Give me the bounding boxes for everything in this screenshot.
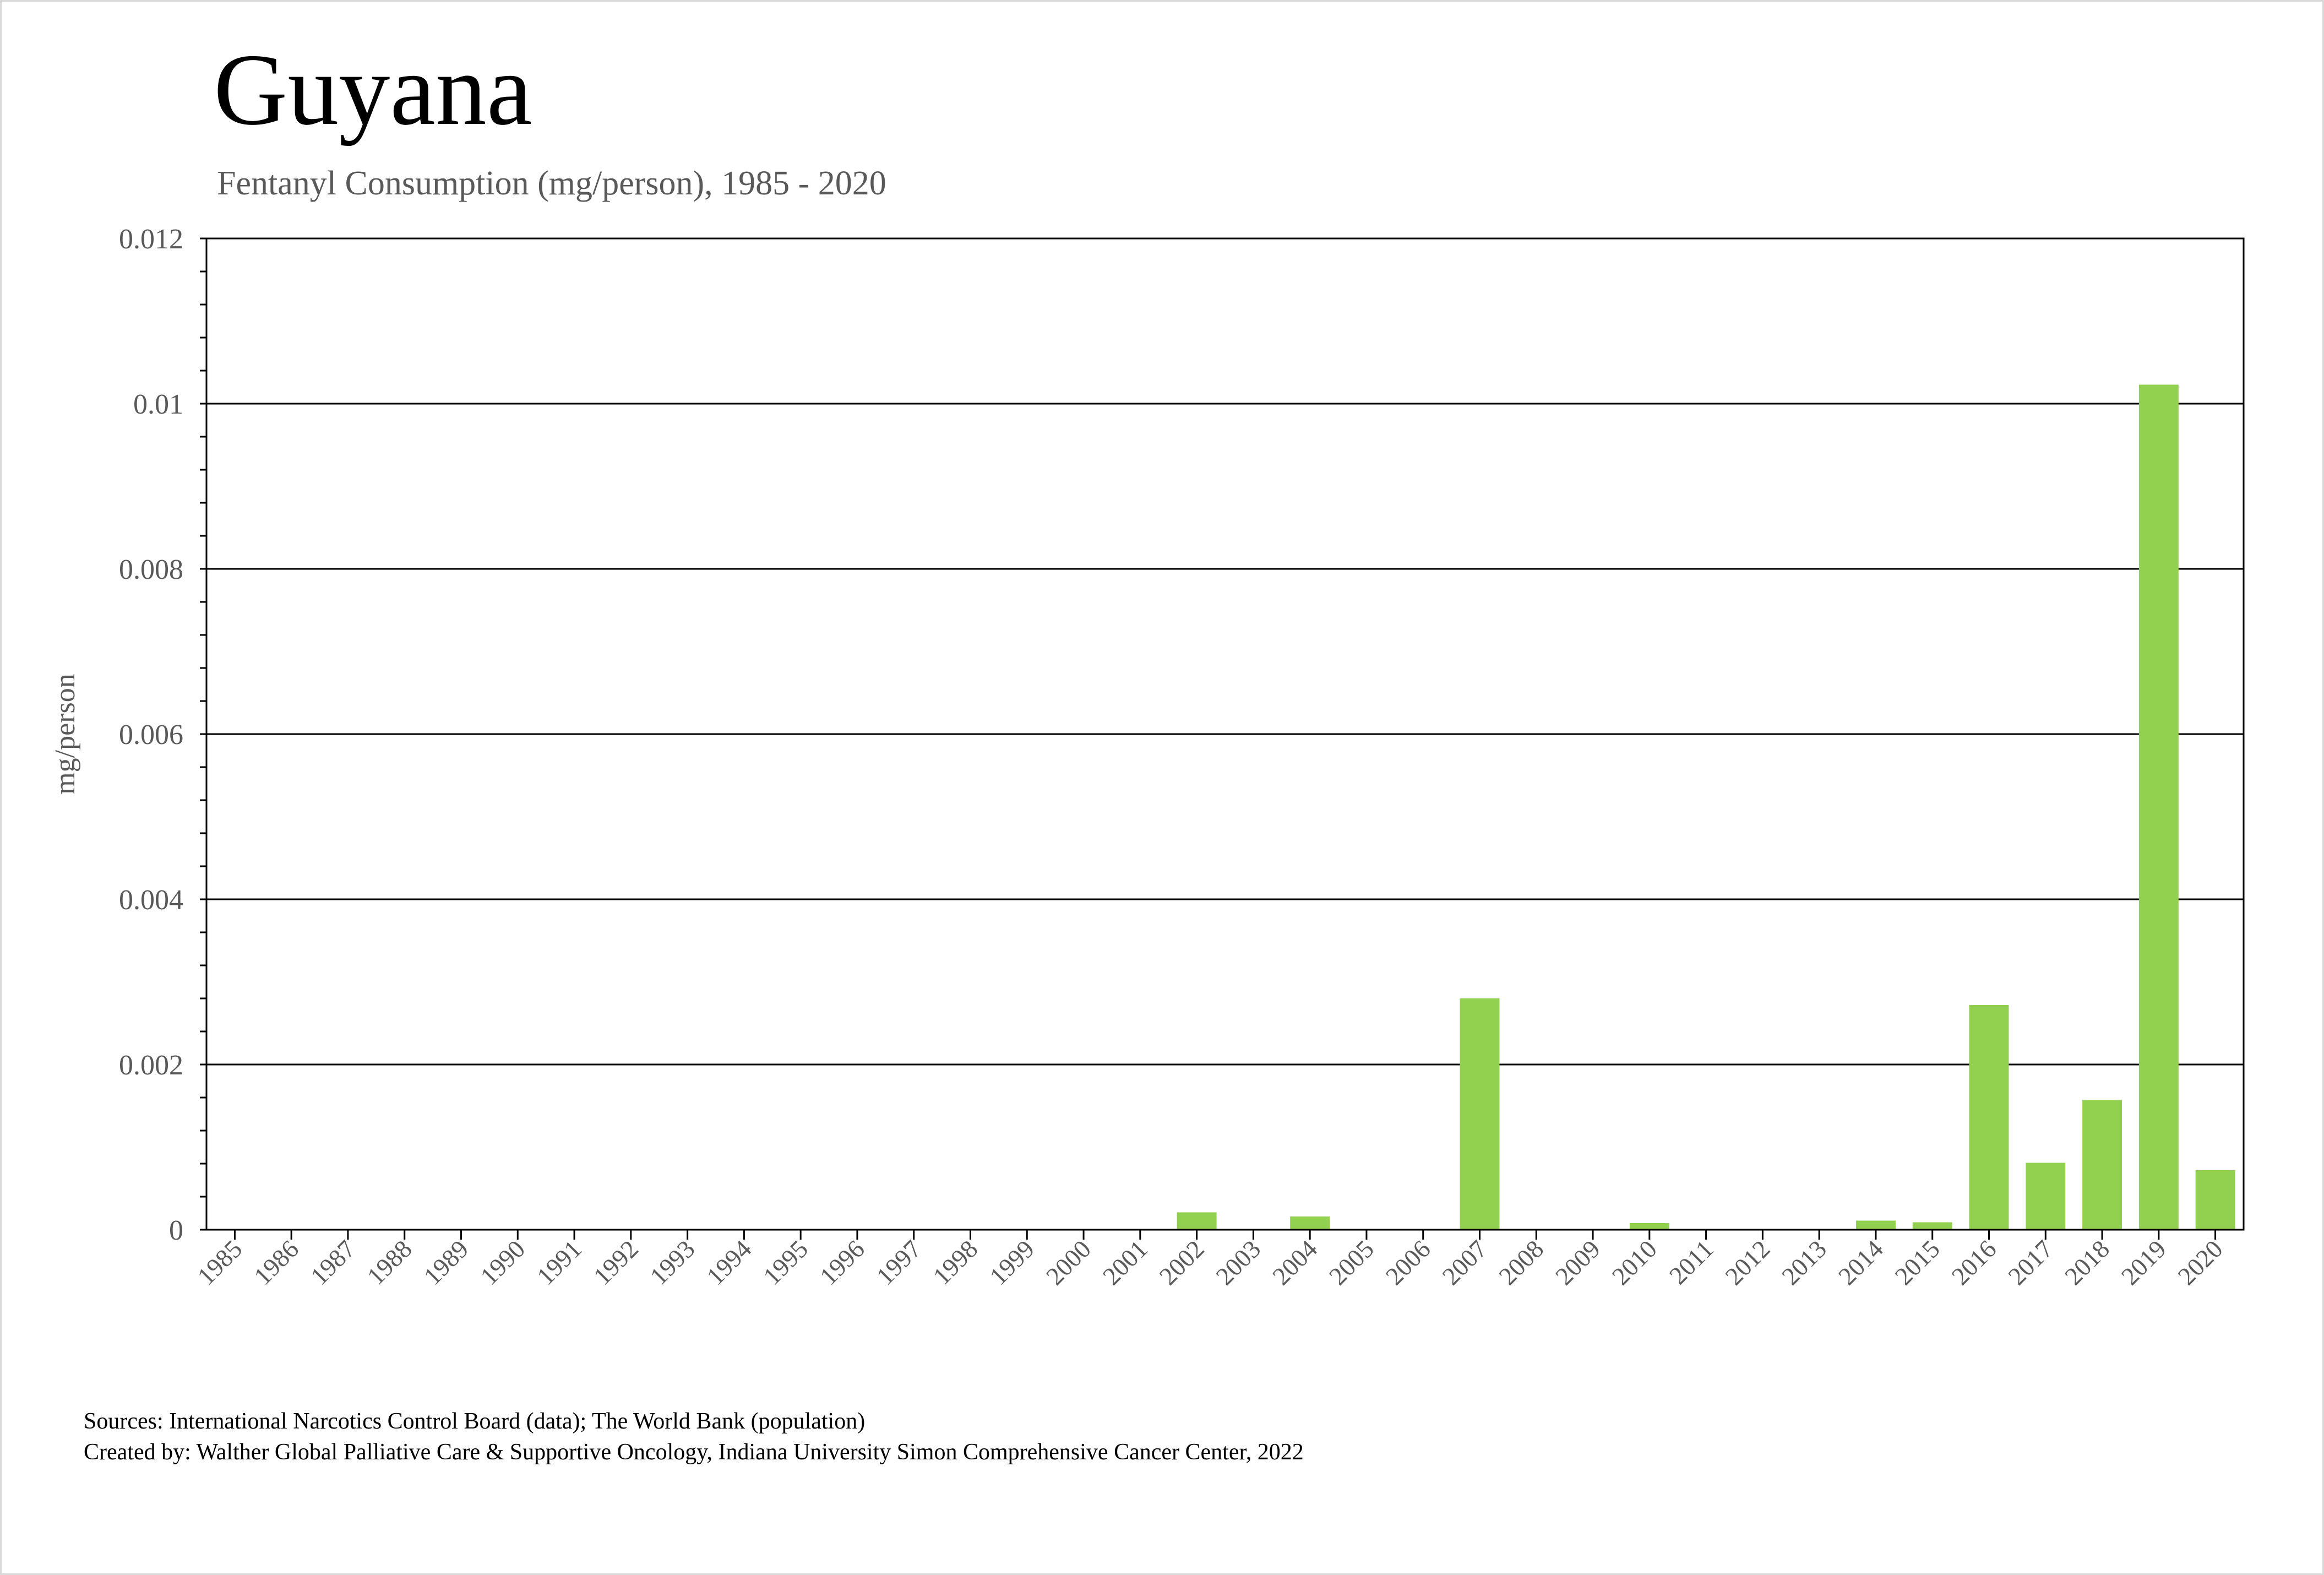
axes xyxy=(200,237,2245,1240)
x-tick-label: 2009 xyxy=(1550,1235,1605,1290)
x-tick-label: 1989 xyxy=(418,1235,473,1290)
chart-footer: Sources: International Narcotics Control… xyxy=(84,1406,1304,1468)
bar xyxy=(2138,384,2179,1230)
x-tick-label: 2007 xyxy=(1436,1235,1492,1290)
bar xyxy=(2026,1163,2066,1230)
x-tick-label: 2020 xyxy=(2173,1235,2228,1290)
y-tick-label: 0.004 xyxy=(119,884,183,916)
x-tick-label: 1990 xyxy=(475,1235,530,1290)
x-tick-label: 1986 xyxy=(248,1235,304,1290)
x-tick-label: 2012 xyxy=(1719,1235,1775,1290)
x-tick-label: 2000 xyxy=(1041,1235,1096,1290)
bar xyxy=(2082,1100,2122,1230)
gridlines xyxy=(206,403,2244,1066)
x-tick-label: 2002 xyxy=(1154,1235,1210,1290)
x-tick-label: 2016 xyxy=(1946,1235,2001,1290)
plot-border xyxy=(205,237,2245,1231)
x-tick-label: 2001 xyxy=(1097,1235,1153,1290)
x-tick-label: 1987 xyxy=(305,1235,361,1290)
x-tick-label: 1993 xyxy=(645,1235,700,1290)
x-tick-label: 1992 xyxy=(588,1235,644,1290)
x-tick-label: 1998 xyxy=(927,1235,983,1290)
bar xyxy=(2195,1170,2235,1230)
x-tick-label: 2019 xyxy=(2116,1235,2171,1290)
bar xyxy=(1912,1222,1952,1230)
x-tick-label: 2018 xyxy=(2059,1235,2115,1290)
y-tick-label: 0.01 xyxy=(133,389,183,420)
x-tick-label: 2004 xyxy=(1267,1235,1322,1290)
x-tick-label: 1988 xyxy=(362,1235,417,1290)
x-tick-label: 2005 xyxy=(1324,1235,1379,1290)
x-tick-label: 2010 xyxy=(1607,1235,1662,1290)
x-tick-label: 1995 xyxy=(758,1235,813,1290)
chart-subtitle: Fentanyl Consumption (mg/person), 1985 -… xyxy=(217,165,886,202)
x-tick-label: 1996 xyxy=(814,1235,870,1290)
x-tick-label: 2015 xyxy=(1890,1235,1945,1290)
y-axis-title: mg/person xyxy=(50,674,81,795)
bars xyxy=(1177,384,2235,1230)
x-tick-label: 2014 xyxy=(1833,1235,1888,1290)
y-tick-label: 0.012 xyxy=(119,224,183,255)
y-tick-label: 0.006 xyxy=(119,719,183,751)
chart-title: Guyana xyxy=(214,33,532,146)
x-tick-label: 2011 xyxy=(1664,1235,1719,1290)
bar xyxy=(1290,1216,1330,1230)
x-tick-label: 2006 xyxy=(1380,1235,1436,1290)
bar xyxy=(1969,1005,2009,1230)
x-tick-label: 2003 xyxy=(1210,1235,1266,1290)
credits-note: Created by: Walther Global Palliative Ca… xyxy=(84,1440,1304,1465)
x-tick-label: 1985 xyxy=(192,1235,247,1290)
bar xyxy=(1629,1223,1669,1230)
x-tick-label: 2017 xyxy=(2002,1235,2058,1290)
x-tick-label: 1994 xyxy=(701,1235,756,1290)
x-tick-label: 2008 xyxy=(1493,1235,1549,1290)
y-tick-label: 0 xyxy=(169,1215,183,1246)
x-tick-label: 1997 xyxy=(871,1235,927,1290)
x-tick-label: 2013 xyxy=(1776,1235,1832,1290)
y-tick-label: 0.002 xyxy=(119,1050,183,1081)
bar xyxy=(1855,1220,1896,1230)
x-tick-label: 1999 xyxy=(984,1235,1039,1290)
x-tick-label: 1991 xyxy=(531,1235,587,1290)
y-tick-label: 0.008 xyxy=(119,554,183,585)
bar xyxy=(1460,998,1500,1230)
bar xyxy=(1177,1212,1217,1230)
sources-note: Sources: International Narcotics Control… xyxy=(84,1409,866,1434)
